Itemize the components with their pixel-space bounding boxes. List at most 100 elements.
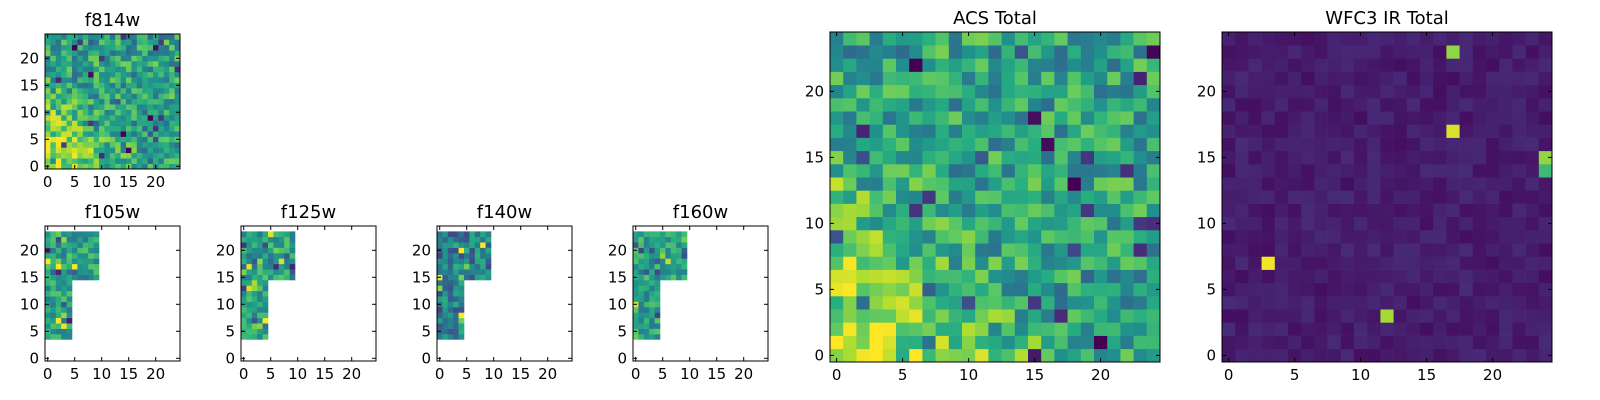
heatmap-cell [153, 104, 159, 110]
heatmap-cell [1406, 256, 1421, 270]
heatmap-cell [643, 312, 650, 319]
heatmap-cell [1354, 322, 1368, 336]
heatmap-cell [1222, 137, 1236, 152]
heatmap-cell [61, 301, 67, 308]
heatmap-cell [61, 296, 67, 302]
heatmap-cell [50, 55, 57, 62]
heatmap-cell [1538, 256, 1553, 270]
heatmap-cell [1001, 230, 1016, 244]
heatmap-cell [909, 71, 923, 86]
heatmap-cell [1367, 58, 1381, 72]
heatmap-cell [246, 317, 253, 324]
heatmap-cell [975, 150, 989, 165]
heatmap-cell [1028, 282, 1042, 297]
heatmap-cell [469, 258, 476, 265]
heatmap-cell [115, 109, 121, 116]
heatmap-cell [99, 39, 105, 46]
heatmap-cell [1133, 282, 1148, 297]
heatmap-cell [1525, 282, 1540, 297]
heatmap-cell [66, 274, 73, 281]
heatmap-cell [1014, 98, 1029, 112]
heatmap-cell [1067, 98, 1082, 112]
heatmap-cell [480, 263, 486, 270]
heatmap-cell [109, 109, 116, 116]
heatmap-cell [115, 131, 121, 137]
heatmap-cell [1472, 230, 1487, 244]
heatmap-cell [1327, 32, 1342, 46]
heatmap-cell [1274, 335, 1289, 350]
heatmap-cell [1525, 269, 1540, 284]
heatmap-cell [469, 236, 476, 243]
heatmap-cell [830, 164, 844, 178]
heatmap-cell [1380, 296, 1394, 310]
heatmap-cell [1367, 216, 1381, 231]
heatmap-cell [1094, 124, 1108, 138]
heatmap-cell [1406, 296, 1421, 310]
heatmap-cell [1067, 137, 1082, 152]
heatmap-cell [126, 71, 132, 78]
heatmap-cell [77, 242, 84, 248]
heatmap-cell [1146, 137, 1161, 152]
heatmap-cell [681, 247, 688, 254]
heatmap-cell [869, 256, 884, 270]
heatmap-cell [1133, 216, 1148, 231]
heatmap-cell [676, 258, 682, 265]
heatmap-cell [1472, 190, 1487, 204]
heatmap-cell [169, 39, 175, 46]
heatmap-cell [1314, 164, 1328, 178]
heatmap-cell [88, 66, 94, 73]
heatmap-cell [246, 269, 253, 275]
heatmap-cell [169, 66, 175, 73]
heatmap-cell [869, 190, 884, 204]
heatmap-cell [136, 142, 143, 148]
heatmap-cell [136, 109, 143, 116]
heatmap-cell [174, 34, 181, 40]
heatmap-cell [93, 269, 100, 275]
heatmap-cell [1261, 322, 1276, 336]
heatmap-cell [843, 177, 857, 191]
heatmap-cell [147, 152, 154, 159]
heatmap-cell [1274, 98, 1289, 112]
heatmap-cell [72, 115, 78, 121]
heatmap-cell [1354, 216, 1368, 231]
heatmap-cell [1433, 309, 1447, 323]
heatmap-cell [1393, 164, 1408, 178]
y-tick-label: 10 [805, 214, 824, 232]
heatmap-cell [1446, 243, 1460, 257]
heatmap-cell [1512, 216, 1526, 231]
heatmap-cell [50, 301, 57, 308]
heatmap-cell [453, 242, 459, 248]
heatmap-cell [61, 131, 67, 137]
heatmap-cell [665, 247, 672, 254]
heatmap-cell [1420, 269, 1434, 284]
heatmap-cell [241, 242, 247, 248]
heatmap-cell [1340, 230, 1355, 244]
heatmap-cell [869, 98, 884, 112]
heatmap-cell [1235, 322, 1249, 336]
heatmap-cell [882, 190, 897, 204]
heatmap-cell [1054, 71, 1068, 86]
heatmap-cell [289, 231, 296, 238]
heatmap-cell [464, 274, 470, 281]
heatmap-cell [120, 158, 127, 164]
heatmap-cell [241, 236, 247, 243]
heatmap-cell [147, 163, 154, 170]
heatmap-cell [142, 39, 148, 46]
heatmap-cell [1274, 243, 1289, 257]
heatmap-cell [869, 243, 884, 257]
heatmap-cell [676, 236, 682, 243]
heatmap-cell [1107, 45, 1121, 59]
heatmap-cell [1041, 164, 1055, 178]
heatmap-cell [1248, 190, 1262, 204]
heatmap-cell [654, 296, 661, 302]
heatmap-cell [77, 136, 84, 143]
heatmap-cell [1054, 335, 1068, 350]
heatmap-cell [142, 142, 148, 148]
heatmap-cell [120, 115, 127, 121]
heatmap-cell [153, 61, 159, 67]
heatmap-cell [169, 125, 175, 132]
heatmap-cell [72, 88, 78, 94]
heatmap-cell [1301, 309, 1315, 323]
heatmap-cell [856, 269, 870, 284]
heatmap-cell [104, 163, 111, 170]
